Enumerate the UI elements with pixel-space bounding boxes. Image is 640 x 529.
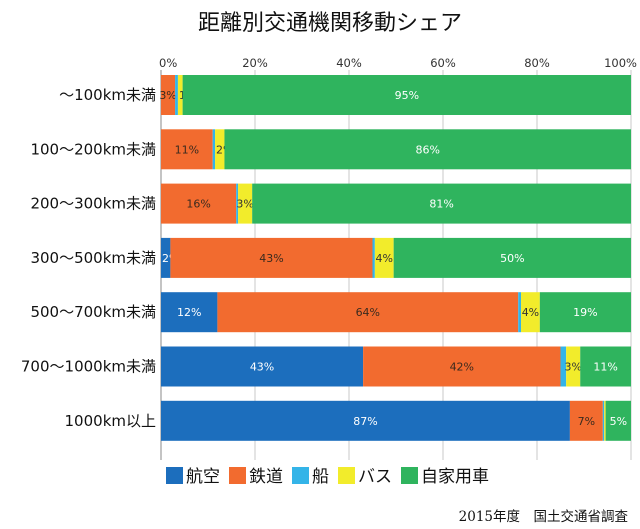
category-label: 100～200km未満 [30, 140, 156, 158]
data-label: 12% [177, 306, 201, 319]
data-label: 16% [186, 198, 210, 211]
bar-segment [161, 346, 364, 387]
bar-segment [393, 237, 631, 278]
bar-segment [569, 400, 603, 441]
bar-segment [374, 237, 394, 278]
legend-label: 航空 [186, 467, 220, 487]
bar-segment [521, 292, 540, 333]
x-tick-label: 100% [604, 56, 637, 70]
bar-segment [182, 75, 631, 115]
category-label: 1000km以上 [65, 412, 156, 430]
category-label: 200～300km未満 [30, 195, 156, 213]
bar-segment [252, 183, 631, 224]
data-label: 3% [236, 198, 253, 211]
category-label: ～100km未満 [59, 86, 156, 104]
chart-title: 距離別交通機関移動シェア [198, 11, 462, 36]
bar-segment [539, 292, 631, 333]
category-label: 700～1000km未満 [21, 358, 156, 376]
data-label: 43% [250, 361, 274, 374]
data-label: 95% [395, 89, 419, 102]
data-label: 43% [259, 252, 283, 265]
data-label: 86% [415, 143, 439, 156]
legend-swatch [338, 467, 355, 484]
bar-segment [372, 237, 375, 278]
x-tick-label: 0% [159, 56, 177, 70]
bar-segment [217, 292, 519, 333]
bar-segment [161, 129, 213, 170]
category-label: 500～700km未満 [30, 303, 156, 321]
bar-segment [566, 346, 581, 387]
data-label: 4% [376, 252, 393, 265]
data-label: 3% [159, 89, 176, 102]
legend-label: 船 [312, 467, 329, 487]
data-label: 3% [564, 361, 581, 374]
bar-segment [177, 75, 183, 115]
legend-label: 鉄道 [249, 467, 283, 487]
data-label: 87% [353, 415, 377, 428]
x-axis-ticks: 0% 20% 40% 60% 80% 100% [159, 56, 637, 70]
data-label: 5% [610, 415, 627, 428]
data-label: 19% [573, 306, 597, 319]
bar-segment [238, 183, 253, 224]
bar-segment [363, 346, 561, 387]
bar-segment [604, 400, 606, 441]
legend-swatch [166, 467, 183, 484]
x-tick-label: 40% [336, 56, 362, 70]
legend-swatch [292, 467, 309, 484]
bar-segment [236, 183, 239, 224]
bar-segment [161, 183, 237, 224]
bars: 3%1%95%11%2%86%16%3%81%2%43%4%50%12%64%4… [159, 75, 631, 441]
bar-segment [170, 237, 373, 278]
data-label: 64% [356, 306, 380, 319]
bar-segment [224, 129, 631, 170]
legend: 航空 鉄道 船 バス 自家用車 [166, 467, 489, 487]
bar-segment [161, 292, 218, 333]
category-labels: ～100km未満 100～200km未満 200～300km未満 300～500km未… [21, 86, 156, 430]
legend-label: バス [358, 467, 392, 487]
bar-segment [560, 346, 567, 387]
data-label: 50% [500, 252, 524, 265]
legend-label: 自家用車 [421, 467, 489, 487]
legend-swatch [229, 467, 246, 484]
bar-segment [212, 129, 216, 170]
legend-swatch [401, 467, 418, 484]
category-label: 300～500km未満 [30, 249, 156, 267]
bar-segment [215, 129, 225, 170]
x-tick-label: 20% [242, 56, 268, 70]
x-tick-label: 60% [430, 56, 456, 70]
bar-segment [602, 400, 605, 441]
bar-segment [175, 75, 178, 115]
bar-segment [161, 75, 176, 115]
data-label: 7% [578, 415, 595, 428]
bar-segment [518, 292, 522, 333]
source-note: 2015年度 国土交通省調査 [459, 508, 629, 525]
data-label: 4% [522, 306, 539, 319]
x-tick-label: 80% [524, 56, 550, 70]
bar-segment [161, 237, 171, 278]
data-label: 11% [593, 361, 617, 374]
bar-segment [580, 346, 631, 387]
bar-segment [605, 400, 631, 441]
bar-segment [161, 400, 570, 441]
data-label: 81% [429, 198, 453, 211]
data-label: 42% [450, 361, 474, 374]
data-label: 11% [175, 143, 199, 156]
